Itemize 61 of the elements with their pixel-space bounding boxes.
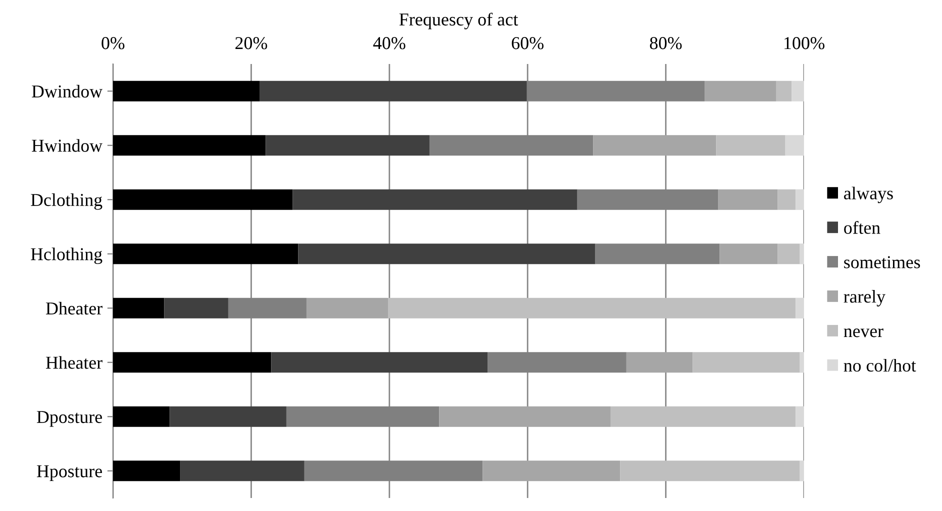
legend-label: no col/hot bbox=[844, 358, 916, 372]
bar bbox=[164, 298, 228, 318]
x-tick-label: 80% bbox=[650, 37, 682, 50]
bar bbox=[796, 298, 804, 318]
y-tick-label: Hclothing bbox=[30, 248, 102, 264]
bar bbox=[266, 135, 430, 156]
x-tick-label: 40% bbox=[373, 37, 406, 50]
bar bbox=[298, 244, 596, 264]
bar bbox=[170, 406, 286, 427]
bar bbox=[620, 460, 800, 482]
bar bbox=[113, 135, 266, 156]
bar bbox=[800, 244, 804, 264]
legend-label: never bbox=[844, 328, 884, 338]
x-tick-label: 60% bbox=[512, 37, 544, 50]
bar bbox=[113, 406, 170, 427]
bar bbox=[306, 298, 388, 318]
bar bbox=[716, 135, 786, 156]
bar bbox=[113, 189, 293, 210]
bar bbox=[704, 80, 776, 102]
bar bbox=[259, 80, 527, 102]
bar bbox=[113, 298, 164, 318]
bar bbox=[626, 352, 693, 373]
x-tick-label: 100% bbox=[784, 37, 824, 50]
legend-label: rarely bbox=[844, 290, 886, 306]
bar bbox=[800, 352, 804, 373]
x-axis-title: Frequescy of act bbox=[399, 12, 518, 30]
bar bbox=[113, 244, 298, 264]
bar bbox=[776, 80, 792, 102]
bar bbox=[482, 460, 620, 482]
bar bbox=[271, 352, 488, 373]
bar bbox=[718, 189, 778, 210]
bar bbox=[610, 406, 796, 427]
legend-label: often bbox=[844, 220, 880, 234]
bar bbox=[388, 298, 796, 318]
y-tick-label: Dwindow bbox=[32, 84, 103, 98]
y-tick-label: Hposture bbox=[36, 465, 102, 481]
bar bbox=[439, 406, 611, 427]
bar bbox=[113, 460, 180, 482]
bar bbox=[593, 135, 716, 156]
bar bbox=[692, 352, 800, 373]
bar bbox=[796, 406, 804, 427]
legend-label: always bbox=[844, 186, 893, 204]
y-tick-label: Dposture bbox=[36, 411, 102, 427]
bar bbox=[292, 189, 578, 210]
bar bbox=[778, 244, 800, 264]
bar bbox=[796, 189, 804, 210]
y-tick-label: Hwindow bbox=[32, 139, 103, 152]
y-tick-label: Dheater bbox=[46, 302, 102, 315]
bar bbox=[113, 80, 260, 102]
bar bbox=[792, 80, 804, 102]
y-tick-label: Hheater bbox=[46, 356, 102, 369]
x-tick-label: 20% bbox=[235, 37, 268, 50]
bar bbox=[785, 135, 804, 156]
bar bbox=[113, 352, 272, 373]
bar bbox=[800, 460, 804, 482]
bar bbox=[180, 460, 304, 482]
legend-label: sometimes bbox=[844, 256, 920, 268]
bar bbox=[778, 189, 796, 210]
bar bbox=[720, 244, 778, 264]
y-tick-label: Dclothing bbox=[30, 193, 102, 210]
x-tick-label: 0% bbox=[102, 37, 124, 50]
